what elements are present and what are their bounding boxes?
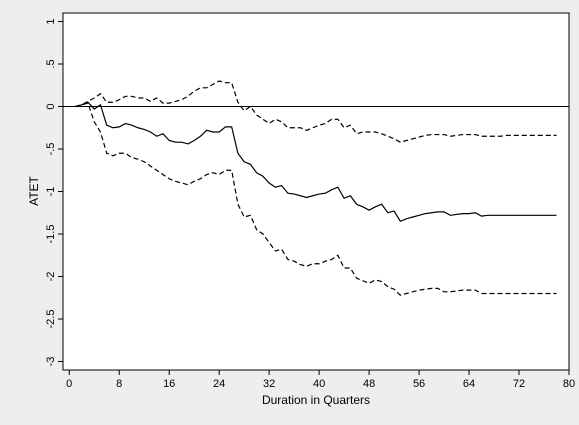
y-tick-label: 1 <box>45 18 57 24</box>
x-tick-label: 8 <box>116 378 122 390</box>
x-tick-label: 56 <box>413 378 425 390</box>
x-tick-label: 16 <box>163 378 175 390</box>
x-tick-label: 80 <box>563 378 575 390</box>
x-tick-label: 48 <box>363 378 375 390</box>
x-tick-label: 0 <box>66 378 72 390</box>
x-tick-label: 40 <box>313 378 325 390</box>
x-axis-title: Duration in Quarters <box>262 393 370 407</box>
x-tick-label: 64 <box>463 378 475 390</box>
y-tick-label: -1.5 <box>45 225 57 244</box>
y-tick-label: .5 <box>45 59 57 68</box>
upper-ci-line <box>75 80 557 143</box>
y-tick-label: -.5 <box>45 143 57 156</box>
y-tick-label: 0 <box>45 103 57 109</box>
y-tick-label: -3 <box>45 357 57 367</box>
x-tick-label: 24 <box>213 378 225 390</box>
y-tick-label: -2 <box>45 272 57 282</box>
lower-ci-line <box>75 102 557 296</box>
x-tick-label: 72 <box>513 378 525 390</box>
y-tick-label: -1 <box>45 187 57 197</box>
y-tick-label: -2.5 <box>45 310 57 329</box>
y-axis-title: ATET <box>27 175 41 205</box>
x-tick-label: 32 <box>263 378 275 390</box>
atet-estimate-line <box>75 101 557 222</box>
plot-area <box>62 12 570 371</box>
